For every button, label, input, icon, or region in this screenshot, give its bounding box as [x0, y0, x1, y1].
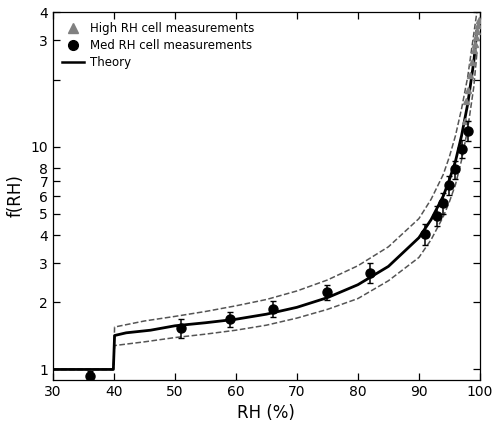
X-axis label: RH (%): RH (%): [238, 404, 296, 422]
Legend: High RH cell measurements, Med RH cell measurements, Theory: High RH cell measurements, Med RH cell m…: [59, 18, 258, 73]
Y-axis label: f(RH): f(RH): [7, 175, 25, 218]
